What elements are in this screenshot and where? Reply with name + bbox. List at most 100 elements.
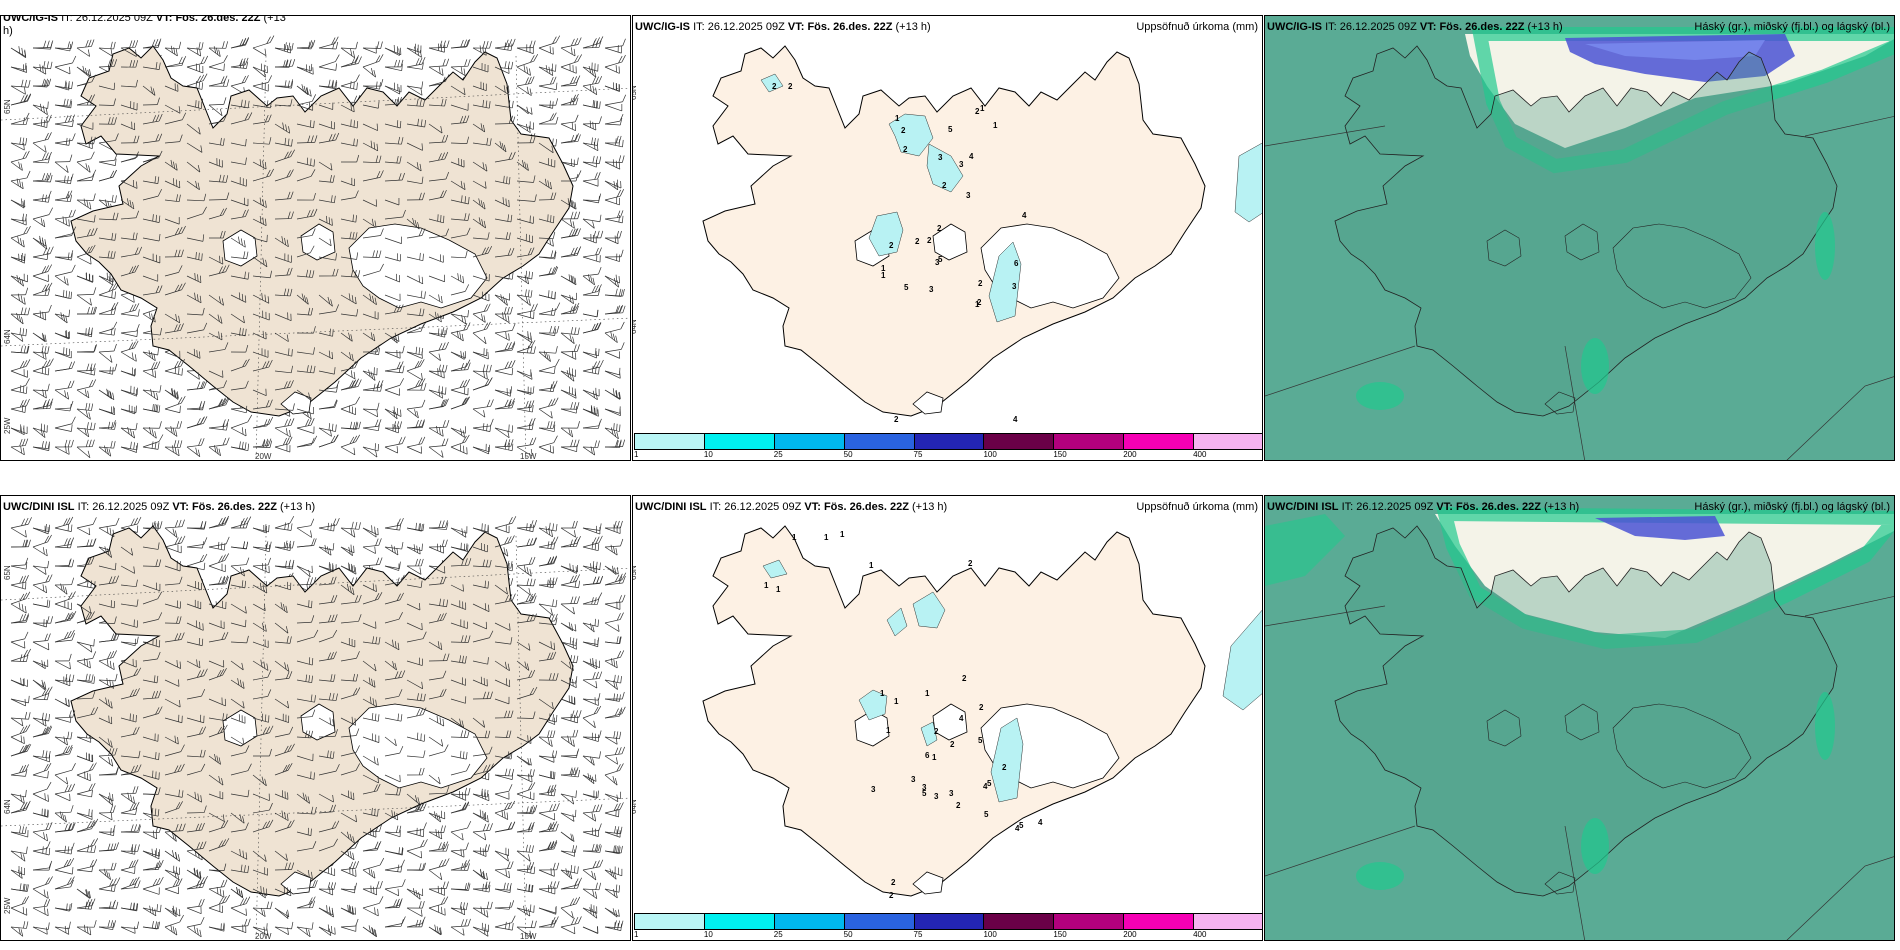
colorbar-tick-label: 50 (843, 450, 853, 459)
precip-contour-label: 3 (934, 792, 939, 801)
lat-label-25w: 25W (3, 417, 12, 434)
panel-title: Háský (gr.), miðský (fj.bl.) og lágský (… (1694, 21, 1890, 33)
precip-contour-label: 1 (886, 726, 891, 735)
colorbar-swatch (913, 913, 985, 930)
colorbar-swatch (1193, 913, 1262, 930)
colorbar-tick-label: 25 (773, 450, 783, 459)
precip-contour-label: 5 (987, 779, 992, 788)
precip-colorbar: 1 10 25 50 75 100 150 200 400 (634, 433, 1262, 459)
wind-map (1, 35, 630, 460)
lat-label-64n: 64N (3, 799, 12, 814)
precip-contour-label: 2 (934, 727, 939, 736)
precip-contour-label: 2 (903, 145, 908, 154)
precip-contour-label: 4 (1038, 818, 1043, 827)
lat-label-64n: 64N (3, 329, 12, 344)
lat-label-25w: 25W (3, 897, 12, 914)
panel-header: UWC/IG-IS IT: 26.12.2025 09Z VT: Fös. 26… (3, 15, 286, 24)
precip-contour-label: 3 (929, 285, 934, 294)
cloud-map (1265, 496, 1894, 940)
precip-contour-label: 4 (969, 152, 974, 161)
colorbar-tick-label: 10 (703, 450, 713, 459)
precip-contour-label: 2 (889, 241, 894, 250)
colorbar-tick-label: 10 (703, 930, 713, 939)
precip-contour-label: 1 (894, 697, 899, 706)
precip-contour-label: 1 (840, 530, 845, 539)
cloud-panel-dini-isl: UWC/DINI ISL IT: 26.12.2025 09Z VT: Fös.… (1264, 495, 1895, 941)
colorbar-tick-label: 200 (1123, 450, 1137, 459)
colorbar-swatch (703, 913, 775, 930)
panel-title: Uppsöfnuð úrkoma (mm) (1136, 501, 1258, 513)
lon-label-15w: 15W (520, 452, 537, 461)
precip-contour-label: 3 (911, 775, 916, 784)
precip-contour-label: 2 (937, 224, 942, 233)
precip-contour-label: 1 (993, 121, 998, 130)
lat-label-65n: 65N (3, 565, 12, 580)
colorbar-tick-label: 100 (983, 450, 997, 459)
panel-header: UWC/DINI ISL IT: 26.12.2025 09Z VT: Fös.… (1267, 501, 1890, 513)
panel-header: UWC/DINI ISL IT: 26.12.2025 09Z VT: Fös.… (635, 501, 1258, 513)
cloud-panel-ig-is: UWC/IG-IS IT: 26.12.2025 09Z VT: Fös. 26… (1264, 15, 1895, 461)
precip-contour-label: 3 (935, 258, 940, 267)
precip-contour-label: 1 (776, 585, 781, 594)
colorbar-tick-label: 50 (843, 930, 853, 939)
precip-contour-label: 3 (959, 160, 964, 169)
precip-contour-label: 3 (922, 783, 927, 792)
precip-contour-label: 2 (956, 801, 961, 810)
precip-contour-label: 2 (978, 279, 983, 288)
colorbar-tick-label: 75 (913, 930, 923, 939)
colorbar-swatch (1053, 433, 1125, 450)
lat-label-64n: 64N (632, 799, 638, 814)
panel-title: Uppsöfnuð úrkoma (mm) (1136, 21, 1258, 33)
precip-contour-label: 2 (979, 703, 984, 712)
precip-contour-label: 6 (925, 751, 930, 760)
colorbar-swatch (703, 433, 775, 450)
colorbar-swatches (634, 913, 1262, 930)
precip-contour-label: 3 (966, 191, 971, 200)
precip-contour-label: 3 (871, 785, 876, 794)
colorbar-tick-label: 400 (1193, 450, 1207, 459)
precip-contour-label: 2 (1002, 763, 1007, 772)
lon-label-15w: 15W (520, 932, 537, 941)
colorbar-tick-label: 150 (1053, 930, 1067, 939)
precip-contour-label: 2 (891, 878, 896, 887)
precip-contour-label: 5 (938, 255, 943, 264)
precip-contour-label: 1 (932, 753, 937, 762)
precip-contour-label: 1 (975, 300, 980, 309)
colorbar-swatches (634, 433, 1262, 450)
panel-title: Háský (gr.), miðský (fj.bl.) og lágský (… (1694, 501, 1890, 513)
precip-contour-label: 6 (1014, 259, 1019, 268)
colorbar-swatch (843, 913, 915, 930)
precip-contour-label: 2 (772, 82, 777, 91)
precip-contour-label: 5 (922, 789, 927, 798)
precip-contour-label: 1 (895, 114, 900, 123)
colorbar-swatch (843, 433, 915, 450)
colorbar-swatch (773, 433, 845, 450)
colorbar-swatch (983, 913, 1055, 930)
precip-contour-label: 1 (880, 689, 885, 698)
precip-contour-label: 5 (1019, 821, 1024, 830)
lead-wrap: h) (3, 25, 13, 37)
precip-contour-label: 1 (869, 561, 874, 570)
colorbar-swatch (1123, 433, 1195, 450)
precip-contour-label: 2 (894, 415, 899, 424)
precip-contour-label: 2 (915, 237, 920, 246)
colorbar-swatch (634, 433, 705, 450)
panel-header: UWC/DINI ISL IT: 26.12.2025 09Z VT: Fös.… (3, 501, 316, 513)
cloud-map (1265, 16, 1894, 460)
lon-label-20w: 20W (255, 932, 272, 941)
precip-contour-label: 4 (959, 714, 964, 723)
colorbar-swatch (1193, 433, 1262, 450)
precip-contour-label: 2 (788, 82, 793, 91)
precip-contour-label: 1 (824, 533, 829, 542)
wind-panel-ig-is: UWC/IG-IS IT: 26.12.2025 09Z VT: Fös. 26… (0, 15, 631, 461)
precip-contour-label: 5 (904, 283, 909, 292)
colorbar-tick-label: 100 (983, 930, 997, 939)
precip-contour-label: 2 (975, 107, 980, 116)
precip-contour-label: 1 (925, 689, 930, 698)
precip-contour-label: 4 (1013, 415, 1018, 424)
colorbar-tick-label: 200 (1123, 930, 1137, 939)
precip-panel-dini-isl: UWC/DINI ISL IT: 26.12.2025 09Z VT: Fös.… (632, 495, 1263, 941)
panel-header: UWC/IG-IS IT: 26.12.2025 09Z VT: Fös. 26… (1267, 21, 1890, 33)
precip-contour-label: 2 (889, 891, 894, 900)
lon-label-20w: 20W (255, 452, 272, 461)
